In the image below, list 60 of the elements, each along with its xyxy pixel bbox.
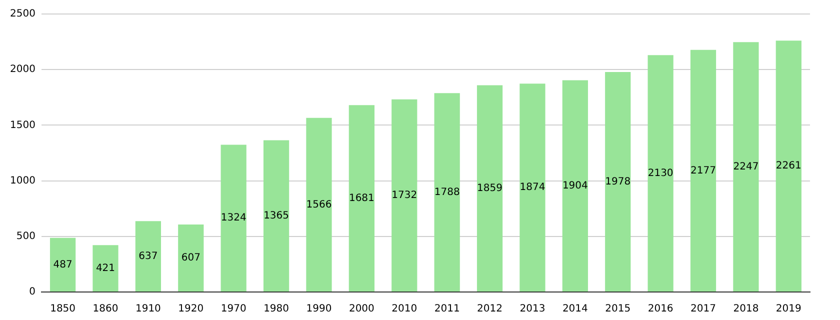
data-label: 1904 [562, 180, 588, 192]
bar [348, 105, 374, 292]
data-label: 421 [96, 262, 116, 274]
x-tick-label: 1850 [50, 304, 76, 315]
x-tick-label: 1910 [135, 304, 161, 315]
data-label: 1788 [434, 186, 460, 198]
x-tick-label: 2018 [733, 304, 759, 315]
data-label: 2130 [648, 168, 674, 179]
y-tick-label: 1500 [10, 120, 36, 131]
bar [306, 118, 332, 292]
x-tick-label: 1920 [178, 304, 204, 315]
bar [776, 40, 802, 292]
y-tick-label: 2000 [10, 64, 36, 76]
bar [434, 93, 460, 292]
data-label: 2177 [690, 165, 716, 176]
y-tick-label: 500 [16, 230, 36, 242]
data-label: 1324 [220, 212, 246, 224]
x-tick-label: 2011 [434, 304, 460, 315]
data-label: 1566 [306, 199, 332, 210]
x-tick-label: 2019 [776, 304, 802, 315]
data-label: 487 [53, 259, 72, 270]
data-label: 607 [181, 252, 200, 264]
data-label: 637 [138, 250, 158, 262]
x-tick-label: 2014 [562, 304, 588, 315]
bar [263, 140, 290, 292]
data-label: 1732 [392, 190, 418, 202]
data-label: 1978 [605, 176, 631, 188]
y-tick-label: 0 [29, 286, 36, 298]
x-tick-label: 2010 [392, 304, 418, 315]
data-label: 1365 [264, 210, 290, 222]
bar [50, 238, 76, 292]
x-tick-label: 1980 [264, 304, 290, 315]
data-label: 1859 [477, 182, 502, 194]
y-tick-label: 1000 [10, 175, 36, 186]
bar [690, 50, 716, 292]
y-tick-label: 2500 [10, 8, 36, 20]
data-label: 2261 [776, 160, 802, 172]
bar [605, 72, 631, 292]
x-tick-label: 2017 [690, 304, 716, 315]
x-tick-label: 2000 [348, 304, 374, 315]
x-tick-label: 2012 [477, 304, 502, 315]
x-tick-label: 1970 [220, 304, 246, 315]
bar [392, 99, 418, 292]
x-tick-label: 1990 [306, 304, 332, 315]
x-tick-label: 2015 [605, 304, 631, 315]
bar [648, 55, 674, 292]
x-tick-label: 1860 [92, 304, 118, 315]
data-label: 1681 [348, 192, 374, 204]
bar [135, 221, 161, 292]
data-label: 2247 [733, 161, 759, 172]
bar [520, 84, 546, 292]
bar [733, 42, 759, 292]
x-tick-label: 2016 [648, 304, 674, 315]
bar [92, 245, 118, 292]
bar [178, 224, 204, 292]
data-label: 1874 [520, 182, 546, 194]
bar [476, 85, 503, 292]
x-tick-label: 2013 [520, 304, 546, 315]
bar [220, 144, 246, 292]
bar [562, 80, 588, 292]
